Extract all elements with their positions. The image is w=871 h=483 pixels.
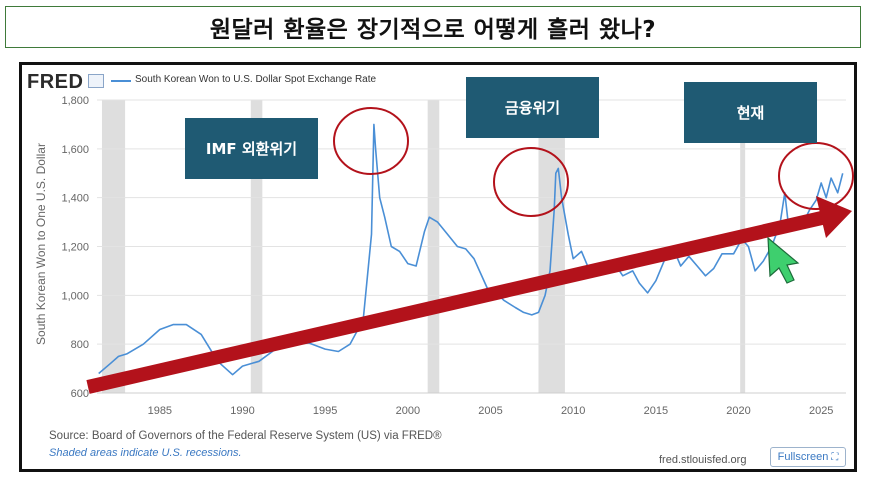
fullscreen-button[interactable]: Fullscreen ⛶ [770,447,846,467]
expand-icon: ⛶ [831,451,839,463]
highlight-circle-present [778,142,854,210]
y-tick-label: 1,200 [61,242,89,254]
x-tick-label: 2020 [726,405,750,417]
highlight-circle-financial [493,147,569,217]
trend-arrow-head [816,196,852,238]
legend-series-label: South Korean Won to U.S. Dollar Spot Exc… [135,74,377,85]
mouse-cursor-icon [767,236,800,284]
source-note: Source: Board of Governors of the Federa… [49,430,442,442]
fred-logo[interactable]: FRED [27,71,84,93]
fred-chart-icon [88,74,104,88]
y-tick-label: 1,800 [61,95,89,107]
y-tick-label: 600 [71,388,89,400]
headline-box: 원달러 환율은 장기적으로 어떻게 흘러 왔나? [5,6,861,48]
y-tick-label: 800 [71,339,89,351]
y-tick-label: 1,000 [61,290,89,302]
y-axis-label: South Korean Won to One U.S. Dollar [34,143,48,345]
y-tick-label: 1,600 [61,144,89,156]
headline-title: 원달러 환율은 장기적으로 어떻게 흘러 왔나? [209,17,657,43]
y-tick-label: 1,400 [61,193,89,205]
fred-site-link[interactable]: fred.stlouisfed.org [659,454,747,466]
x-tick-label: 1995 [313,405,337,417]
x-tick-label: 1985 [148,405,172,417]
fullscreen-label: Fullscreen [777,451,829,463]
callout-present: 현재 [684,82,817,143]
recession-note: Shaded areas indicate U.S. recessions. [49,447,242,459]
callout-financial-crisis: 금융위기 [466,77,599,138]
legend-line-swatch [111,80,131,82]
x-tick-label: 2015 [644,405,668,417]
x-tick-label: 1990 [230,405,254,417]
highlight-circle-imf [333,107,409,175]
x-tick-label: 2010 [561,405,585,417]
x-tick-label: 2025 [809,405,833,417]
trend-arrow-shaft [86,210,828,394]
x-tick-label: 2000 [396,405,420,417]
callout-imf-crisis: IMF 외환위기 [185,118,318,179]
x-tick-label: 2005 [478,405,502,417]
